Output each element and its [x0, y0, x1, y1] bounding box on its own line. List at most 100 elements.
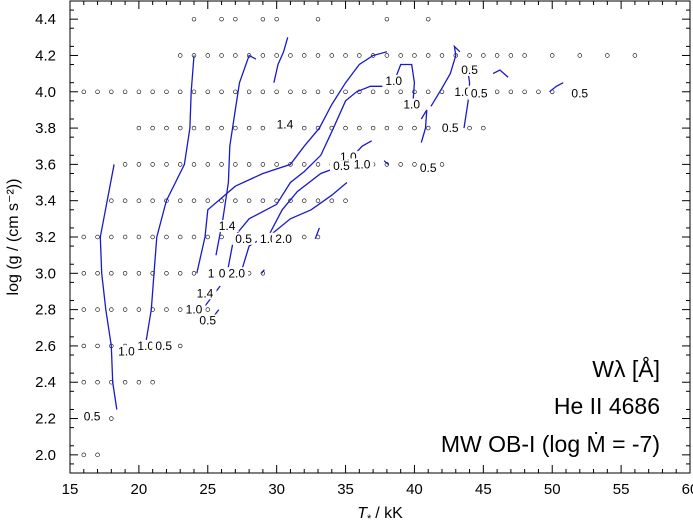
grid-point: [191, 198, 197, 203]
grid-point: [109, 416, 114, 421]
grid-point: [302, 162, 307, 167]
contour-label: 2.0: [275, 232, 292, 246]
grid-point: [178, 89, 183, 94]
grid-point: [109, 307, 114, 312]
contour-label-bg: [196, 314, 220, 327]
x-tick-label: 50: [544, 481, 561, 498]
grid-point: [150, 125, 155, 131]
grid-point: [219, 125, 224, 131]
grid-point: [233, 162, 238, 167]
x-tick-label: 15: [62, 481, 79, 498]
contour-line: [314, 227, 321, 240]
grid-point: [136, 307, 142, 312]
contour-line: [99, 164, 118, 410]
grid-point: [81, 307, 86, 312]
grid-point: [494, 89, 500, 94]
y-tick-label: 3.6: [35, 156, 56, 173]
grid-point: [302, 89, 307, 94]
grid-point: [302, 53, 307, 58]
contour-line: [492, 69, 509, 78]
contour-label: 0.5: [333, 159, 350, 173]
grid-point: [522, 53, 527, 58]
contour-label: 0.5: [199, 314, 216, 328]
contour-label: 0.5: [461, 63, 478, 77]
grid-point: [439, 162, 445, 167]
contour-line: [420, 109, 428, 143]
y-tick-labels: 2.0 2.2 2.4 2.6 2.8 3.0 3.2 3.4 3.6 3.8 4.0 4.2 4.4: [35, 11, 56, 464]
y-tick-label: 2.6: [35, 338, 56, 355]
contour-label-bg: [458, 63, 482, 76]
grid-point: [178, 125, 183, 131]
y-tick-label: 3.2: [35, 229, 56, 246]
grid-point: [164, 125, 169, 131]
contour-label: 2.0: [228, 266, 245, 280]
grid-point: [109, 234, 114, 240]
contour-lines: [99, 37, 564, 410]
contour-label-bg: [225, 267, 249, 280]
y-tick-label: 2.8: [35, 302, 56, 319]
contour-label: 0.5: [84, 410, 101, 424]
y-axis-label: log (g / (cm s⁻²)): [5, 179, 22, 296]
grid-point: [205, 307, 210, 312]
grid-point: [219, 16, 224, 22]
grid-point: [95, 452, 100, 458]
grid-point: [233, 53, 238, 58]
grid-point: [343, 125, 348, 131]
grid-point: [233, 198, 238, 203]
grid-point: [205, 234, 210, 240]
contour-label: 1.0: [118, 344, 135, 358]
grid-point: [122, 271, 128, 276]
x-tick-label: 35: [337, 481, 354, 498]
grid-point: [164, 271, 169, 276]
grid-point: [122, 380, 128, 385]
contour-label-bg: [416, 162, 440, 175]
x-axis-symbol-subscript: *: [367, 513, 372, 524]
grid-point: [522, 89, 527, 94]
grid-point: [191, 271, 197, 276]
grid-point: [550, 53, 555, 58]
grid-point: [164, 89, 169, 94]
contour-label-bg: [273, 118, 297, 131]
grid-point: [95, 234, 100, 240]
grid-point: [302, 125, 307, 131]
grid-point: [136, 162, 142, 167]
grid-point: [632, 53, 638, 58]
grid-point: [95, 380, 100, 385]
x-tick-label: 40: [406, 481, 423, 498]
grid-point: [343, 53, 348, 58]
grid-point: [288, 53, 293, 58]
grid-point: [315, 162, 321, 167]
y-tick-label: 2.0: [35, 447, 56, 464]
contour-line: [226, 63, 416, 274]
contour-label: 0.5: [420, 161, 437, 175]
grid-point: [426, 89, 431, 94]
axis-ticks: [69, 1, 691, 473]
contour-label-bg: [400, 98, 424, 111]
contour-line: [260, 269, 265, 274]
grid-point: [329, 198, 334, 203]
grid-point: [81, 452, 86, 458]
grid-point: [508, 53, 514, 58]
grid-point: [467, 125, 472, 131]
contour-line: [196, 51, 388, 274]
contour-label-bg: [467, 87, 491, 100]
grid-point: [150, 380, 155, 385]
x-tick-labels: 15 20 25 30 35 40 45 50 55 60: [62, 481, 693, 498]
x-tick-label: 25: [199, 481, 216, 498]
grid-point: [412, 53, 417, 58]
grid-point: [136, 89, 142, 94]
contour-label-bg: [114, 345, 138, 358]
grid-point: [164, 162, 169, 167]
x-tick-label: 30: [268, 481, 285, 498]
grid-point: [329, 89, 334, 94]
grid-point: [81, 380, 86, 385]
grid-point: [219, 53, 224, 58]
grid-point: [577, 53, 582, 58]
contour-label: 0.5: [155, 339, 172, 353]
grid-point: [439, 53, 445, 58]
grid-point: [233, 89, 238, 94]
grid-point: [178, 162, 183, 167]
grid-point: [178, 307, 183, 312]
grid-point: [150, 89, 155, 94]
